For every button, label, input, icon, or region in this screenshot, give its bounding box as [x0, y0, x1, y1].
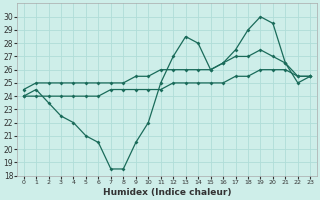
X-axis label: Humidex (Indice chaleur): Humidex (Indice chaleur): [103, 188, 231, 197]
